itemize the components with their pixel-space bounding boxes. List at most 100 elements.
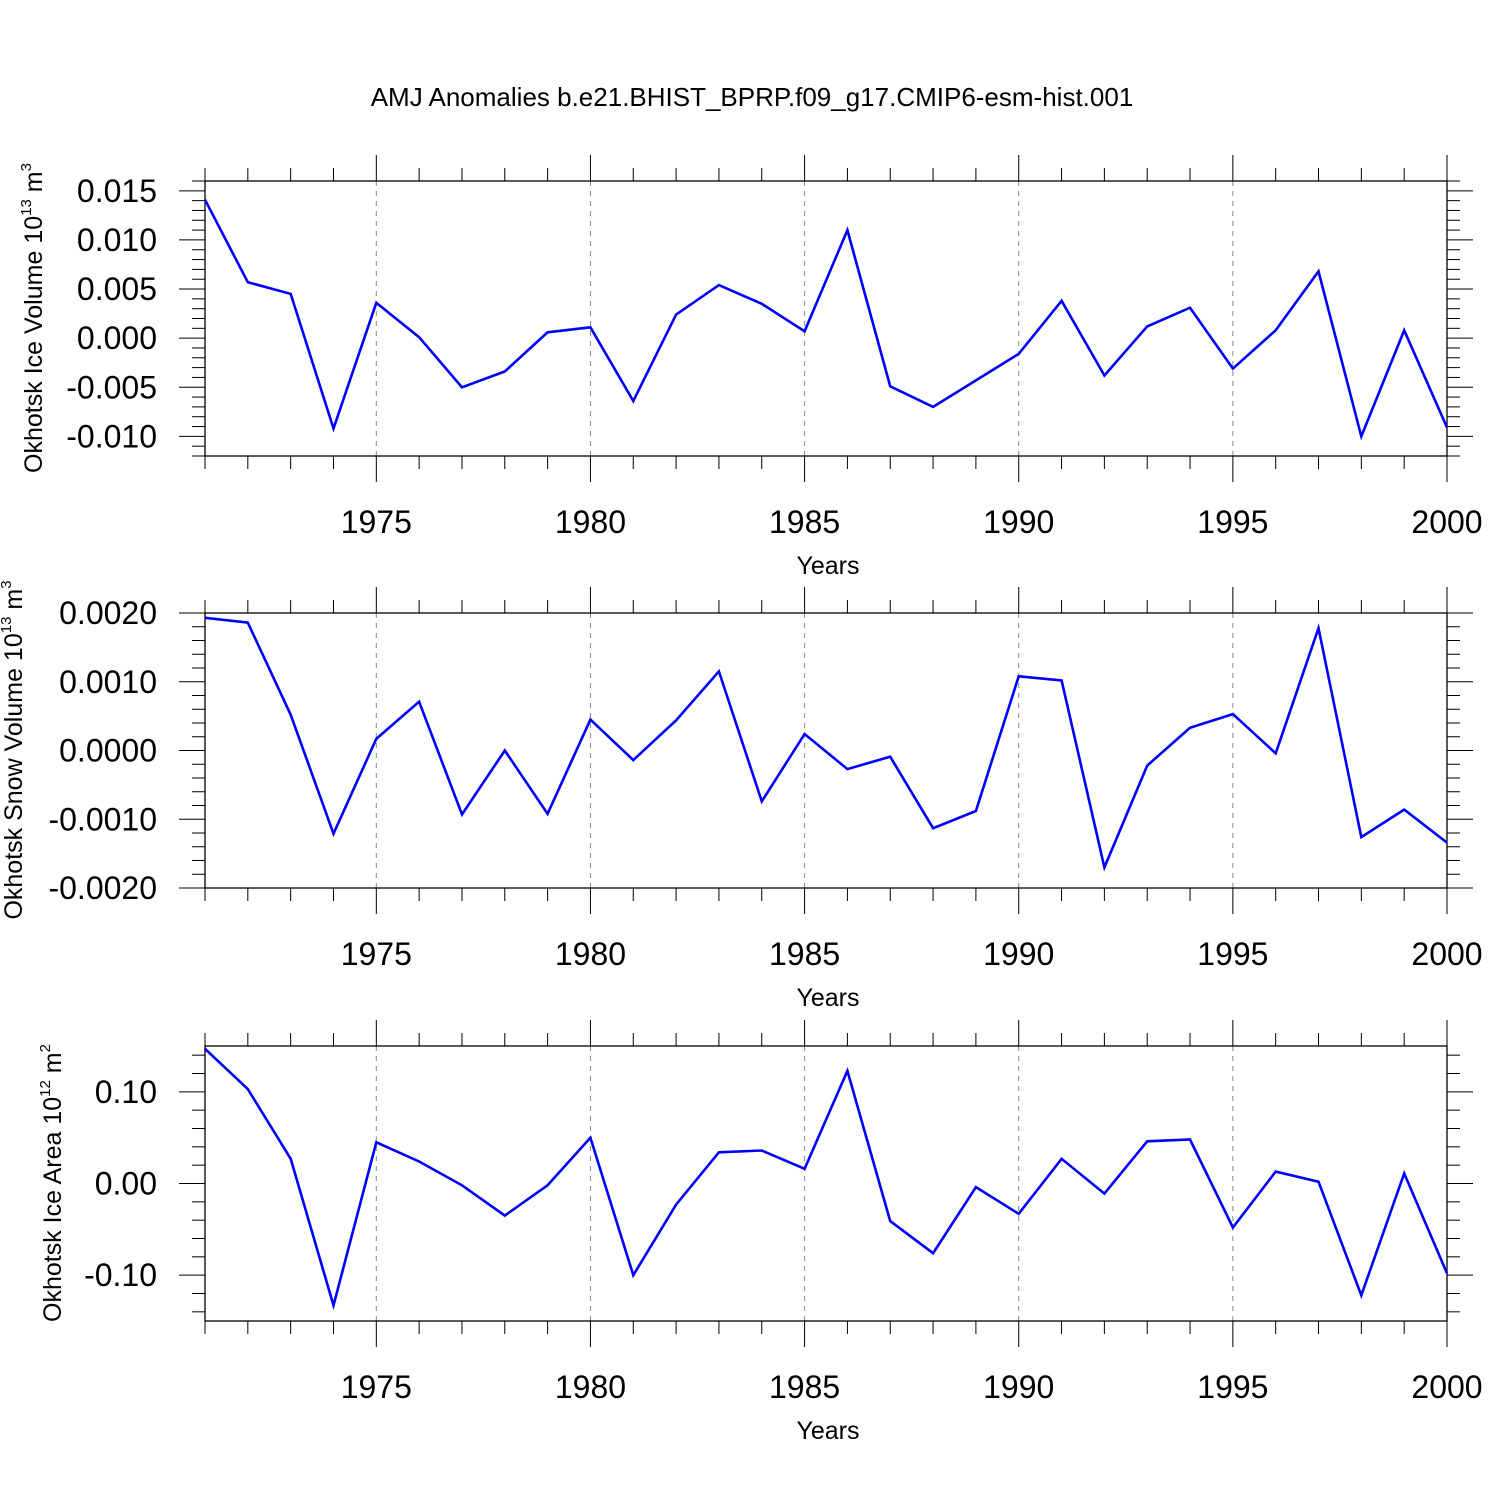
data-point <box>674 718 678 722</box>
y-tick-label: -0.005 <box>66 369 157 405</box>
data-point <box>1017 352 1021 356</box>
y-axis-label: Okhotsk Ice Volume 1013 m3 <box>18 163 48 473</box>
data-point <box>417 1160 421 1164</box>
data-point <box>1231 367 1235 371</box>
data-point <box>760 302 764 306</box>
data-point <box>546 812 550 816</box>
y-tick-label: 0.010 <box>77 222 157 258</box>
y-tick-label: 0.00 <box>95 1166 157 1202</box>
panel-3: 0.10 0.00 -0.10 1975 1980 1985 1990 1995 2000 Yea… <box>37 1020 1483 1445</box>
data-point <box>1060 678 1064 682</box>
data-point <box>888 1219 892 1223</box>
data-point <box>460 812 464 816</box>
data-point <box>1445 841 1449 845</box>
data-point <box>931 1251 935 1255</box>
x-axis-label: Years <box>796 552 859 580</box>
data-point <box>331 1303 335 1307</box>
data-point <box>1188 726 1192 730</box>
data-point <box>417 700 421 704</box>
data-point <box>1060 1157 1064 1161</box>
data-point <box>931 826 935 830</box>
data-point <box>974 378 978 382</box>
data-point <box>1188 306 1192 310</box>
data-point <box>374 737 378 741</box>
data-point <box>1402 808 1406 812</box>
data-point <box>631 758 635 762</box>
data-point <box>674 1203 678 1207</box>
data-point <box>246 1087 250 1091</box>
data-point <box>717 669 721 673</box>
data-point <box>246 280 250 284</box>
data-point <box>845 1069 849 1073</box>
x-tick-label: 1990 <box>983 936 1054 972</box>
data-point <box>588 718 592 722</box>
y-tick-label: -0.0020 <box>48 870 157 906</box>
panel-1: 0.015 0.010 0.005 0.000 -0.005 -0.010 1975 1980… <box>18 155 1483 580</box>
x-tick-label: 1975 <box>341 1369 412 1405</box>
x-tick-label: 2000 <box>1411 504 1482 540</box>
data-point <box>760 799 764 803</box>
data-point <box>1145 764 1149 768</box>
series-line <box>204 1047 1449 1311</box>
data-point <box>546 1183 550 1187</box>
data-point <box>1317 269 1321 273</box>
x-tick-label: 1985 <box>769 1369 840 1405</box>
y-tick-label: -0.10 <box>84 1257 157 1293</box>
data-point <box>460 385 464 389</box>
data-point <box>717 283 721 287</box>
y-tick-label: 0.0010 <box>59 664 157 700</box>
data-point <box>289 1157 293 1161</box>
data-point <box>203 198 207 202</box>
data-point <box>1145 1139 1149 1143</box>
data-point <box>246 621 250 625</box>
data-point <box>888 755 892 759</box>
data-point <box>803 1167 807 1171</box>
x-tick-label: 1995 <box>1197 504 1268 540</box>
figure-title: AMJ Anomalies b.e21.BHIST_BPRP.f09_g17.C… <box>371 82 1134 112</box>
data-point <box>631 399 635 403</box>
data-point <box>546 330 550 334</box>
data-point <box>331 832 335 836</box>
x-tick-label: 1980 <box>555 504 626 540</box>
data-point <box>1317 1180 1321 1184</box>
x-tick-label: 1980 <box>555 1369 626 1405</box>
panels: 0.015 0.010 0.005 0.000 -0.005 -0.010 1975 1980… <box>0 155 1483 1445</box>
data-point <box>1102 1192 1106 1196</box>
y-tick-label: -0.0010 <box>48 801 157 837</box>
data-point <box>845 767 849 771</box>
data-point <box>1231 712 1235 716</box>
data-point <box>803 732 807 736</box>
data-point <box>503 1214 507 1218</box>
data-point <box>1274 1170 1278 1174</box>
x-tick-label: 1975 <box>341 936 412 972</box>
panel-2: 0.0020 0.0010 0.0000 -0.0010 -0.0020 1975 1980… <box>0 580 1483 1012</box>
y-tick-label: 0.005 <box>77 271 157 307</box>
y-axis-label: Okhotsk Ice Area 1012 m2 <box>37 1044 67 1322</box>
y-axis-label: Okhotsk Snow Volume 1013 m3 <box>0 580 28 919</box>
data-point <box>374 1140 378 1144</box>
x-tick-label: 1985 <box>769 936 840 972</box>
data-point <box>1445 1271 1449 1275</box>
data-point <box>1359 835 1363 839</box>
data-point <box>1017 674 1021 678</box>
y-tick-label: 0.000 <box>77 320 157 356</box>
data-point <box>631 1273 635 1277</box>
data-point <box>1359 434 1363 438</box>
data-point <box>1445 426 1449 430</box>
plot-frame <box>204 180 1448 457</box>
y-tick-label: 0.0000 <box>59 733 157 769</box>
data-point <box>588 1136 592 1140</box>
data-point <box>588 325 592 329</box>
series-line <box>203 199 1449 441</box>
data-point <box>717 1150 721 1154</box>
data-point <box>1102 373 1106 377</box>
data-point <box>1017 1212 1021 1216</box>
y-tick-label: 0.0020 <box>59 595 157 631</box>
data-point <box>931 405 935 409</box>
x-tick-label: 1995 <box>1197 1369 1268 1405</box>
series-line <box>204 616 1448 872</box>
data-point <box>289 292 293 296</box>
x-tick-label: 1990 <box>983 504 1054 540</box>
data-point <box>760 1149 764 1153</box>
data-point <box>331 427 335 431</box>
